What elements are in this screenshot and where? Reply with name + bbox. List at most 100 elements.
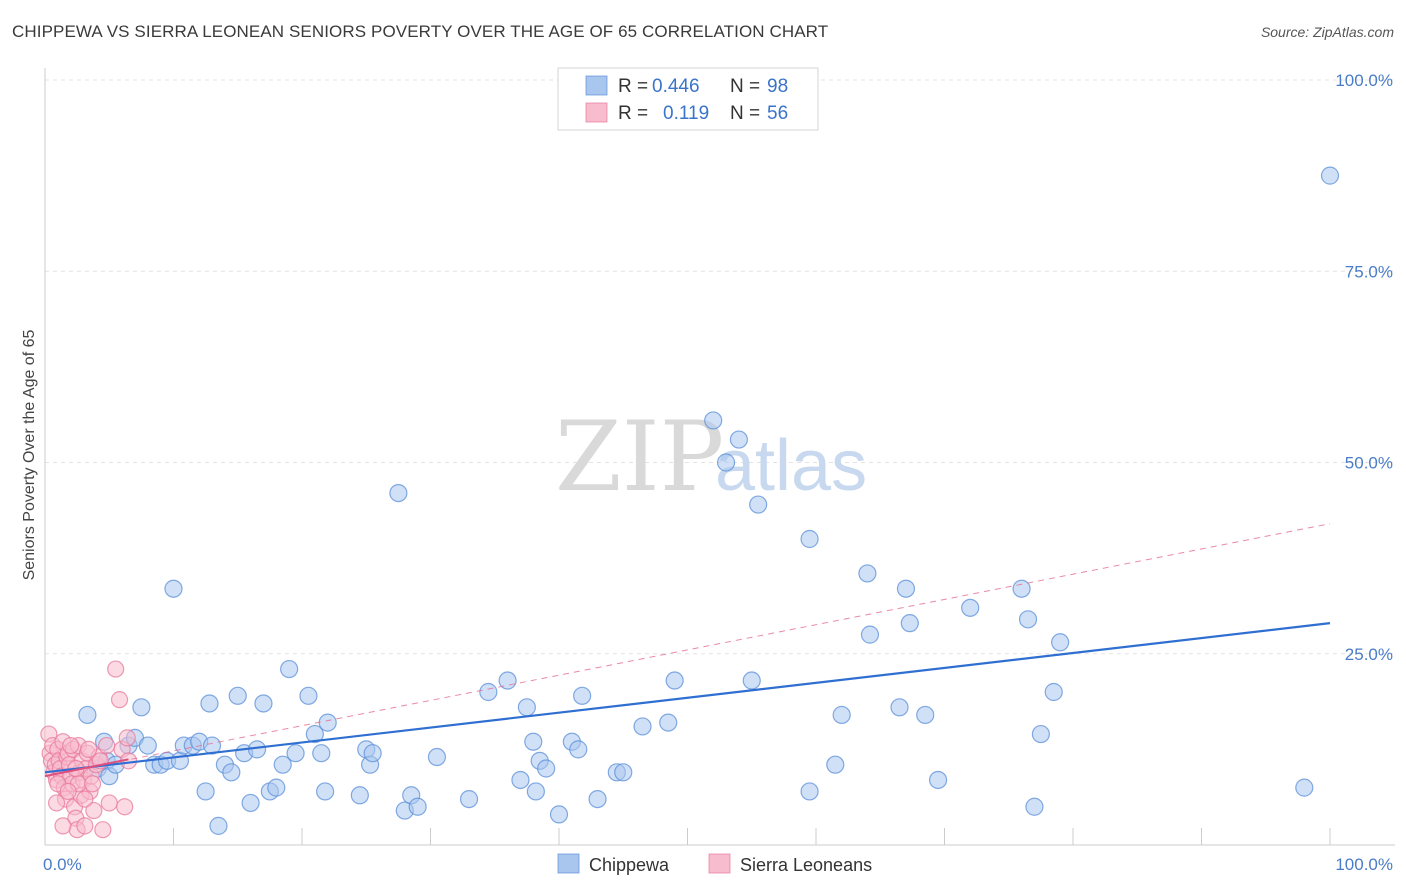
point-chippewa bbox=[78, 705, 97, 725]
x-tick-label: 0.0% bbox=[43, 855, 82, 874]
point-chippewa bbox=[729, 430, 749, 449]
point-chippewa bbox=[138, 736, 157, 755]
point-chippewa bbox=[633, 717, 652, 736]
point-chippewa bbox=[549, 805, 569, 824]
point-chippewa bbox=[132, 698, 151, 717]
point-chippewa bbox=[254, 694, 273, 713]
point-chippewa bbox=[363, 744, 382, 763]
point-chippewa bbox=[916, 705, 935, 725]
trend-line-sierra-solid bbox=[44, 758, 129, 778]
point-chippewa bbox=[800, 529, 819, 549]
point-sierra bbox=[83, 775, 102, 793]
axes bbox=[44, 68, 1395, 846]
point-chippewa bbox=[704, 411, 723, 430]
trend-lines bbox=[44, 523, 1331, 778]
point-chippewa bbox=[573, 686, 592, 705]
tick-labels: 25.0% 50.0% 75.0% 100.0% 0.0% 100.0% bbox=[43, 71, 1393, 874]
point-chippewa bbox=[1031, 724, 1050, 744]
data-points bbox=[40, 166, 1340, 839]
point-chippewa bbox=[517, 698, 536, 717]
point-chippewa bbox=[1025, 797, 1044, 816]
point-chippewa bbox=[479, 682, 498, 702]
trend-line-sierra-dashed bbox=[44, 523, 1331, 777]
y-axis-label: Seniors Poverty Over the Age of 65 bbox=[21, 330, 38, 581]
y-tick-label: 100.0% bbox=[1335, 71, 1393, 90]
point-sierra bbox=[94, 821, 112, 839]
point-sierra bbox=[110, 691, 129, 709]
point-sierra bbox=[118, 729, 136, 747]
point-sierra bbox=[85, 801, 103, 820]
point-chippewa bbox=[890, 698, 909, 717]
watermark-zip: ZIP bbox=[555, 401, 724, 513]
point-chippewa bbox=[228, 686, 247, 705]
trend-line-chippewa bbox=[44, 622, 1331, 774]
point-chippewa bbox=[526, 782, 545, 801]
point-chippewa bbox=[860, 625, 880, 644]
point-chippewa bbox=[241, 793, 260, 813]
legend-box: R = 0.446 N = 98 R = 0.119 N = 56 bbox=[557, 67, 819, 131]
point-sierra bbox=[80, 740, 98, 758]
point-chippewa bbox=[659, 713, 678, 732]
point-chippewa bbox=[318, 713, 337, 732]
bottom-legend-label-chippewa: Chippewa bbox=[589, 855, 670, 875]
point-chippewa bbox=[524, 732, 543, 751]
point-chippewa bbox=[749, 495, 768, 514]
point-chippewa bbox=[280, 659, 299, 679]
point-chippewa bbox=[716, 453, 736, 472]
point-chippewa bbox=[665, 671, 684, 690]
point-chippewa bbox=[928, 770, 948, 790]
legend-r-label-chippewa: R = bbox=[618, 76, 648, 97]
gridlines bbox=[45, 79, 1395, 655]
point-chippewa bbox=[299, 686, 318, 705]
point-sierra bbox=[76, 790, 94, 808]
point-chippewa bbox=[900, 614, 919, 633]
point-chippewa bbox=[408, 797, 427, 816]
point-chippewa bbox=[588, 789, 607, 809]
point-sierra bbox=[100, 794, 118, 812]
bottom-legend-swatch-chippewa bbox=[557, 853, 580, 874]
point-chippewa bbox=[537, 759, 556, 778]
point-chippewa bbox=[209, 816, 228, 835]
y-tick-label: 25.0% bbox=[1345, 645, 1393, 664]
point-chippewa bbox=[1295, 778, 1314, 797]
point-chippewa bbox=[832, 705, 851, 725]
point-sierra bbox=[54, 817, 72, 835]
point-chippewa bbox=[286, 744, 305, 763]
bottom-legend: Chippewa Sierra Leoneans bbox=[557, 853, 872, 875]
point-sierra bbox=[76, 817, 94, 835]
point-chippewa bbox=[312, 744, 331, 763]
y-tick-label: 50.0% bbox=[1345, 454, 1393, 473]
point-chippewa bbox=[200, 694, 219, 713]
point-chippewa bbox=[459, 789, 479, 809]
point-chippewa bbox=[1044, 682, 1063, 702]
point-chippewa bbox=[1012, 579, 1031, 598]
point-sierra bbox=[47, 794, 66, 812]
legend-r-value-sierra: 0.119 bbox=[663, 103, 709, 124]
legend-n-value-chippewa: 98 bbox=[767, 76, 788, 97]
point-chippewa bbox=[800, 782, 819, 801]
source-label: Source: ZipAtlas.com bbox=[1260, 24, 1394, 40]
point-sierra bbox=[107, 660, 125, 678]
point-chippewa bbox=[222, 763, 241, 782]
legend-n-label-chippewa: N = bbox=[730, 76, 760, 97]
legend-r-label-sierra: R = bbox=[618, 103, 648, 124]
point-chippewa bbox=[267, 778, 286, 797]
point-chippewa bbox=[961, 598, 980, 617]
point-chippewa bbox=[569, 740, 588, 759]
point-chippewa bbox=[1320, 166, 1340, 185]
point-chippewa bbox=[273, 755, 292, 774]
point-chippewa bbox=[305, 724, 324, 744]
legend-n-label-sierra: N = bbox=[730, 103, 760, 124]
point-chippewa bbox=[164, 579, 183, 598]
legend-swatch-sierra bbox=[585, 102, 608, 123]
point-chippewa bbox=[202, 736, 222, 755]
x-tick-label: 100.0% bbox=[1335, 855, 1393, 874]
point-chippewa bbox=[196, 782, 215, 801]
point-chippewa bbox=[614, 763, 633, 782]
point-chippewa bbox=[350, 786, 369, 805]
bottom-legend-swatch-sierra bbox=[708, 853, 731, 874]
legend-r-value-chippewa: 0.446 bbox=[652, 76, 700, 97]
bottom-legend-label-sierra: Sierra Leoneans bbox=[740, 855, 872, 875]
point-sierra bbox=[116, 798, 134, 816]
